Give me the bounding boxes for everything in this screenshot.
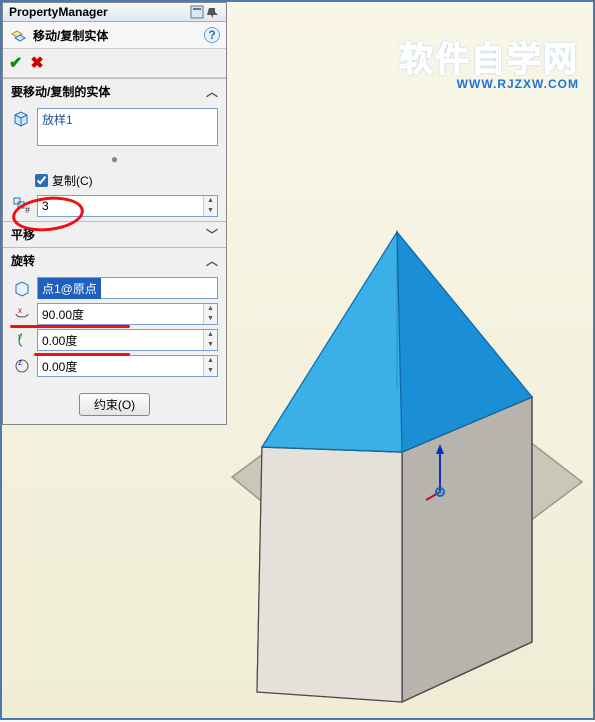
chevron-up-icon-2: ︿: [206, 252, 218, 269]
confirm-bar: ✔ ✖: [3, 49, 226, 78]
watermark: 软件自学网 WWW.RJZXW.COM: [399, 32, 579, 91]
rotation-axis-box[interactable]: 点1@原点: [37, 277, 218, 299]
selected-entity[interactable]: 放样1: [42, 111, 213, 128]
entities-listbox[interactable]: 放样1: [37, 108, 218, 146]
chevron-up-icon: ︿: [206, 83, 218, 100]
rotation-axis-selected[interactable]: 点1@原点: [38, 278, 101, 299]
ok-button[interactable]: ✔: [9, 53, 22, 73]
svg-text:#: #: [25, 205, 30, 215]
list-resize-grip[interactable]: ●: [11, 152, 218, 166]
rotate-x-icon: x: [11, 304, 33, 324]
property-manager-panel: PropertyManager 移动/复制实体 ? ✔ ✖ 要移动/复制的实体 …: [2, 2, 227, 425]
axis-icon: [11, 278, 33, 298]
rotate-x-spinner[interactable]: ▲▼: [203, 304, 217, 324]
rotate-z-icon: z: [11, 356, 33, 376]
section-entities-title: 要移动/复制的实体: [11, 83, 110, 100]
rotate-y-icon: y: [11, 330, 33, 350]
svg-text:x: x: [18, 306, 22, 315]
svg-text:z: z: [18, 358, 22, 367]
constrain-row: 约束(O): [3, 385, 226, 424]
section-translate: 平移 ﹀: [3, 221, 226, 247]
pyramid-front-face: [262, 232, 402, 452]
cube-front-face2: [257, 447, 402, 702]
chevron-down-icon: ﹀: [206, 226, 218, 243]
instances-input[interactable]: [38, 196, 203, 216]
feature-header: 移动/复制实体 ?: [3, 22, 226, 49]
section-rotate-title: 旋转: [11, 252, 35, 269]
section-translate-title: 平移: [11, 226, 35, 243]
rotate-x-input[interactable]: [38, 304, 203, 324]
svg-text:y: y: [18, 332, 22, 341]
instances-spinner[interactable]: ▲▼: [203, 196, 217, 216]
section-rotate-header[interactable]: 旋转 ︿: [3, 248, 226, 273]
help-icon[interactable]: ?: [204, 27, 220, 43]
pushpin-icon[interactable]: [206, 5, 220, 19]
watermark-text: 软件自学网: [399, 32, 579, 81]
rotate-y-input[interactable]: [38, 330, 203, 350]
constrain-button[interactable]: 约束(O): [79, 393, 150, 416]
panel-titlebar: PropertyManager: [3, 3, 226, 22]
section-translate-header[interactable]: 平移 ﹀: [3, 222, 226, 247]
copy-label: 复制(C): [52, 172, 93, 189]
rotate-z-field[interactable]: ▲▼: [37, 355, 218, 377]
move-copy-icon: [9, 26, 27, 44]
rotate-x-field[interactable]: ▲▼: [37, 303, 218, 325]
body-icon: [11, 108, 31, 128]
rotate-y-spinner[interactable]: ▲▼: [203, 330, 217, 350]
panel-options-icon[interactable]: [190, 5, 204, 19]
feature-label: 移动/复制实体: [33, 27, 108, 44]
rotate-z-input[interactable]: [38, 356, 203, 376]
instances-icon: #: [11, 196, 33, 216]
section-entities: 要移动/复制的实体 ︿ 放样1 ● 复制(C): [3, 78, 226, 221]
section-rotate: 旋转 ︿ 点1@原点 x ▲▼: [3, 247, 226, 385]
cancel-button[interactable]: ✖: [30, 53, 43, 73]
instances-field[interactable]: ▲▼: [37, 195, 218, 217]
panel-title-text: PropertyManager: [9, 5, 108, 19]
copy-checkbox[interactable]: [35, 174, 48, 187]
rotate-y-field[interactable]: ▲▼: [37, 329, 218, 351]
section-entities-header[interactable]: 要移动/复制的实体 ︿: [3, 79, 226, 104]
rotate-z-spinner[interactable]: ▲▼: [203, 356, 217, 376]
